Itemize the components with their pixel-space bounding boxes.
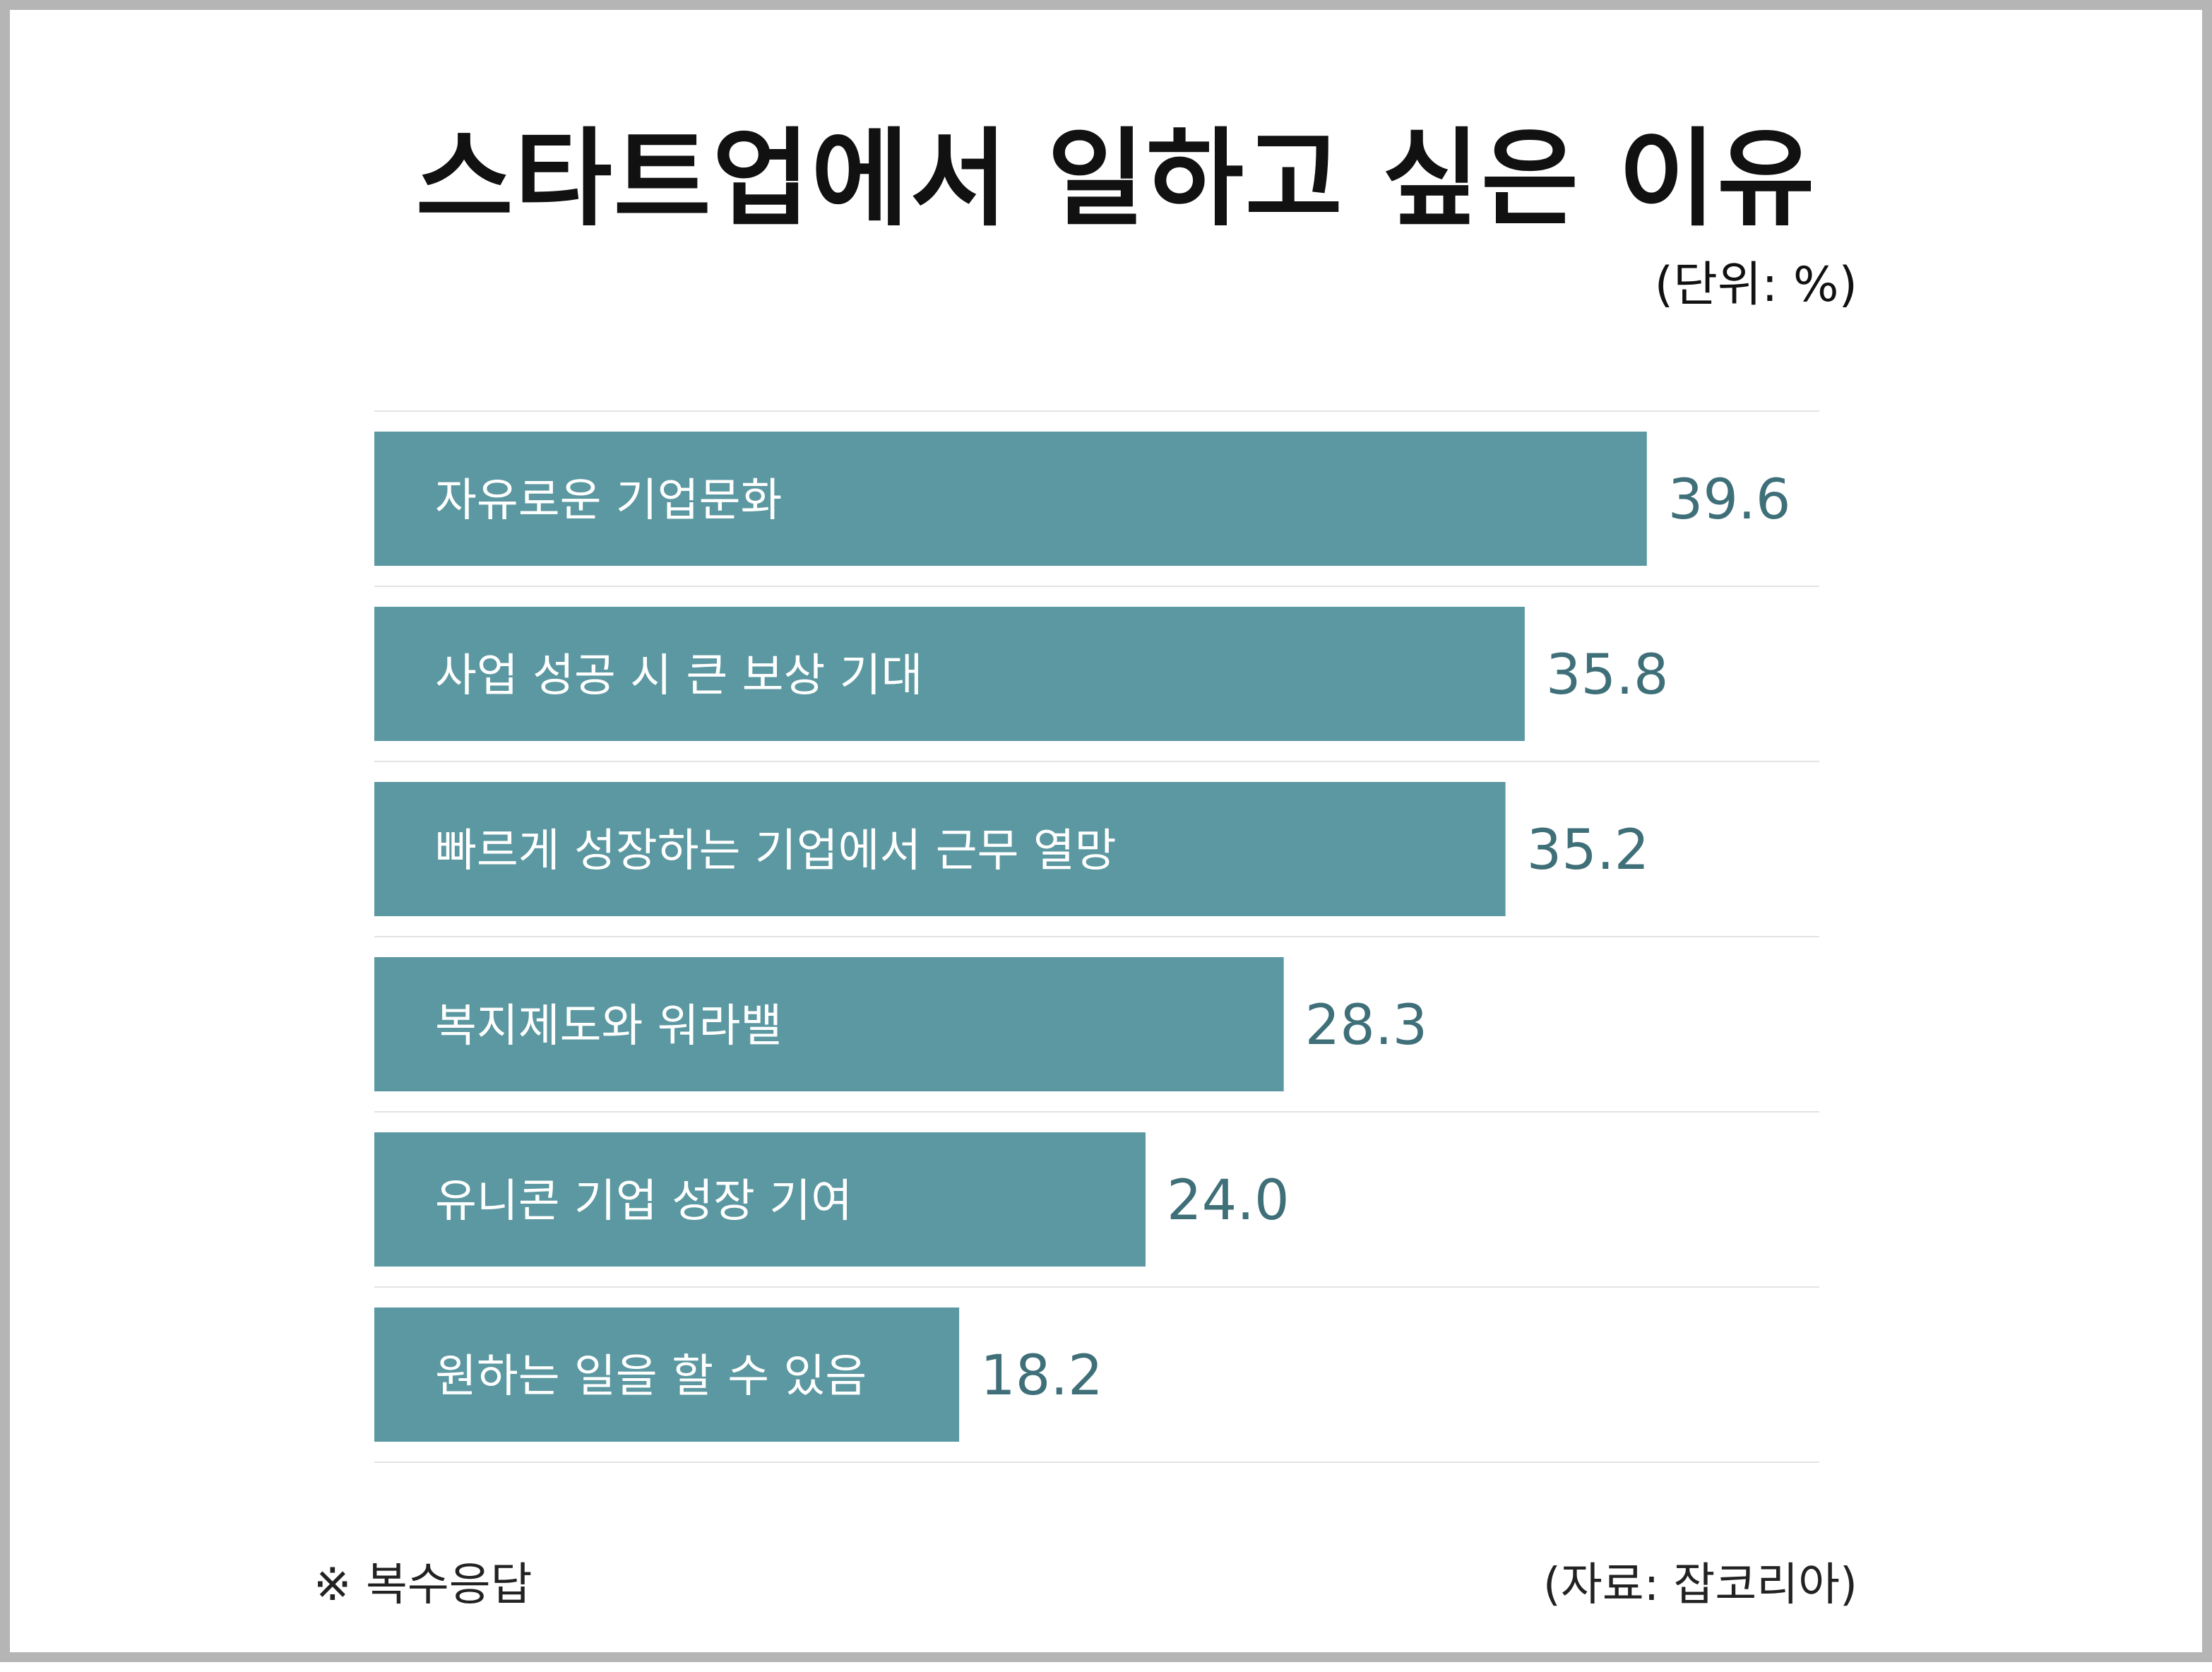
bar <box>374 432 1647 566</box>
category-label: 빠르게 성장하는 기업에서 근무 열망 <box>435 825 1117 877</box>
footnote: ※ 복수응답 <box>314 1559 533 1611</box>
category-label: 사업 성공 시 큰 보상 기대 <box>435 650 923 702</box>
source-note: (자료: 잡코리아) <box>1542 1559 1857 1611</box>
value-label: 35.2 <box>1527 819 1650 882</box>
bar-chart: 자유로운 기업문화 39.6 사업 성공 시 큰 보상 기대 35.8 빠르게 성장하는… <box>374 410 1819 1463</box>
value-label: 39.6 <box>1668 468 1791 532</box>
bar <box>374 1132 1146 1267</box>
chart-title: 스타트업에서 일하고 싶은 이유 <box>415 118 1816 241</box>
value-label: 24.0 <box>1167 1169 1290 1233</box>
bar <box>374 607 1525 741</box>
category-label: 원하는 일을 할 수 있음 <box>435 1351 867 1403</box>
bar <box>374 782 1506 916</box>
value-label: 35.8 <box>1546 644 1669 707</box>
bar <box>374 957 1284 1091</box>
category-label: 자유로운 기업문화 <box>435 475 782 527</box>
category-label: 유니콘 기업 성장 기여 <box>435 1175 852 1228</box>
value-label: 18.2 <box>980 1344 1103 1408</box>
category-label: 복지제도와 워라밸 <box>435 1000 782 1053</box>
bar <box>374 1308 960 1442</box>
unit-label: (단위: %) <box>1654 257 1857 313</box>
value-label: 28.3 <box>1305 994 1428 1057</box>
